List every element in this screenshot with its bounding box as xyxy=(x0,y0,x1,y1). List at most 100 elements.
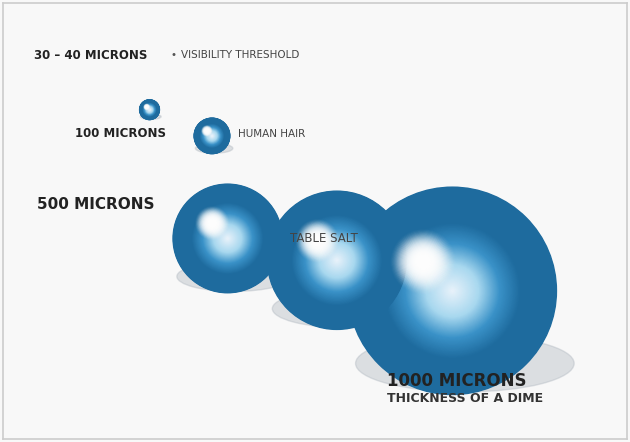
Circle shape xyxy=(276,200,398,321)
Ellipse shape xyxy=(272,290,418,328)
Circle shape xyxy=(413,252,491,330)
Circle shape xyxy=(200,210,225,236)
Circle shape xyxy=(311,235,362,286)
Circle shape xyxy=(401,240,445,284)
Circle shape xyxy=(349,188,556,394)
Circle shape xyxy=(202,213,253,264)
Circle shape xyxy=(195,206,260,271)
Circle shape xyxy=(142,102,157,117)
Circle shape xyxy=(210,133,214,138)
Circle shape xyxy=(195,206,261,271)
Circle shape xyxy=(298,222,375,299)
Circle shape xyxy=(181,192,274,285)
Circle shape xyxy=(194,118,230,153)
Circle shape xyxy=(199,123,225,149)
Circle shape xyxy=(144,104,155,115)
Circle shape xyxy=(332,255,341,265)
Circle shape xyxy=(282,205,392,316)
Circle shape xyxy=(211,135,213,137)
Circle shape xyxy=(209,220,216,227)
Circle shape xyxy=(355,194,549,388)
Circle shape xyxy=(203,127,210,134)
Circle shape xyxy=(331,255,342,266)
Circle shape xyxy=(409,248,438,276)
Circle shape xyxy=(335,258,339,263)
Circle shape xyxy=(220,232,234,245)
Circle shape xyxy=(143,103,156,116)
Circle shape xyxy=(399,237,506,344)
Circle shape xyxy=(285,209,388,312)
Circle shape xyxy=(336,259,338,261)
Circle shape xyxy=(207,130,217,141)
Circle shape xyxy=(196,207,260,270)
Circle shape xyxy=(227,237,229,240)
Circle shape xyxy=(146,107,152,113)
Circle shape xyxy=(376,215,529,367)
Circle shape xyxy=(209,133,215,139)
Circle shape xyxy=(204,128,220,144)
Circle shape xyxy=(145,105,148,109)
Circle shape xyxy=(200,211,224,236)
Circle shape xyxy=(206,130,218,142)
Circle shape xyxy=(199,210,226,236)
Circle shape xyxy=(406,245,498,337)
Circle shape xyxy=(140,100,159,119)
Circle shape xyxy=(209,221,246,256)
Circle shape xyxy=(144,103,156,116)
Circle shape xyxy=(206,130,208,132)
Circle shape xyxy=(197,121,227,151)
Circle shape xyxy=(304,227,331,255)
Circle shape xyxy=(194,118,230,154)
Circle shape xyxy=(195,119,229,152)
Circle shape xyxy=(209,132,215,140)
Circle shape xyxy=(207,131,217,141)
Circle shape xyxy=(186,198,268,279)
Circle shape xyxy=(289,212,386,309)
Circle shape xyxy=(145,105,154,114)
Circle shape xyxy=(208,132,216,140)
Circle shape xyxy=(190,202,265,275)
Circle shape xyxy=(223,234,232,243)
Circle shape xyxy=(443,281,462,300)
Circle shape xyxy=(146,106,148,108)
Circle shape xyxy=(203,127,220,145)
Circle shape xyxy=(199,123,225,149)
Circle shape xyxy=(297,221,376,299)
Circle shape xyxy=(173,184,282,293)
Circle shape xyxy=(147,107,152,112)
Circle shape xyxy=(396,235,509,347)
Circle shape xyxy=(427,266,478,316)
Circle shape xyxy=(200,124,224,148)
Circle shape xyxy=(317,241,357,280)
Text: VISIBILITY THRESHOLD: VISIBILITY THRESHOLD xyxy=(181,50,299,60)
Circle shape xyxy=(197,122,227,150)
Circle shape xyxy=(147,107,152,112)
Circle shape xyxy=(423,262,482,320)
Circle shape xyxy=(331,254,343,267)
Circle shape xyxy=(149,109,150,110)
Circle shape xyxy=(420,259,427,265)
Circle shape xyxy=(197,208,258,269)
Circle shape xyxy=(144,105,149,109)
Circle shape xyxy=(142,102,157,117)
Circle shape xyxy=(391,229,514,352)
Circle shape xyxy=(201,125,223,147)
Circle shape xyxy=(195,119,229,152)
Circle shape xyxy=(205,129,209,133)
Circle shape xyxy=(335,259,338,262)
Circle shape xyxy=(316,240,358,281)
Circle shape xyxy=(207,131,217,141)
Circle shape xyxy=(392,231,512,351)
Circle shape xyxy=(175,186,281,291)
Circle shape xyxy=(431,269,474,312)
Circle shape xyxy=(143,103,156,116)
Circle shape xyxy=(146,106,148,108)
Circle shape xyxy=(387,226,517,356)
Circle shape xyxy=(299,222,375,298)
Circle shape xyxy=(207,131,217,141)
Circle shape xyxy=(142,103,157,117)
Circle shape xyxy=(396,234,451,290)
Circle shape xyxy=(309,232,365,288)
Circle shape xyxy=(147,107,152,113)
Circle shape xyxy=(209,133,215,139)
